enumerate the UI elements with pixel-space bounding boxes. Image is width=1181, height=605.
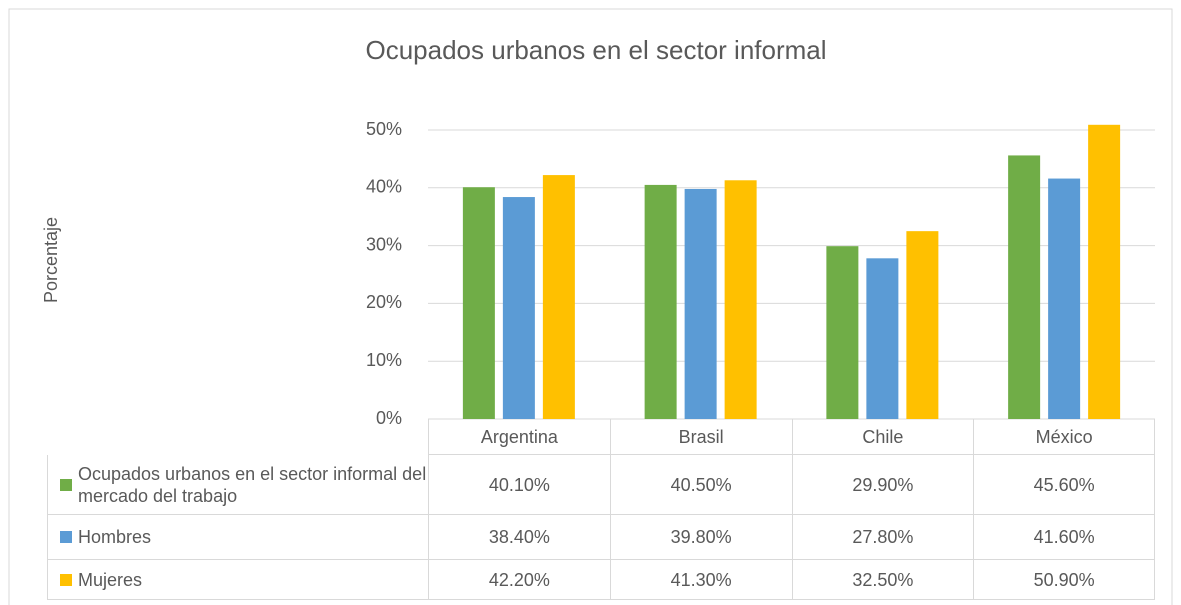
bar [502, 197, 535, 419]
category-cell-text: México [1035, 426, 1093, 447]
value-cell: 42.20% [428, 560, 610, 600]
bar [462, 187, 495, 419]
bar [542, 175, 575, 419]
bar [1088, 124, 1121, 419]
value-cell: 29.90% [791, 455, 974, 515]
y-tick-label: 10% [366, 350, 402, 370]
chart-title: Ocupados urbanos en el sector informal [365, 35, 826, 65]
bar [684, 188, 717, 419]
bar [906, 231, 939, 419]
value-cell: 50.90% [973, 560, 1155, 600]
value-cell: 41.30% [609, 560, 792, 600]
y-axis-label: Porcentaje [41, 217, 61, 303]
legend-label: Ocupados urbanos en el sector informal d… [78, 463, 427, 506]
bar [1008, 155, 1041, 419]
legend-label: Mujeres [78, 569, 143, 590]
bar [724, 180, 757, 419]
value-cell-text: 40.10% [488, 474, 550, 495]
value-cell: 45.60% [973, 455, 1155, 515]
category-cell: Brasil [609, 419, 792, 455]
category-cell: Chile [791, 419, 974, 455]
legend-cell: Hombres [47, 515, 428, 560]
bar [644, 184, 677, 419]
legend-label: Hombres [78, 527, 152, 547]
value-cell-text: 38.40% [488, 527, 550, 547]
legend-cell: Mujeres [47, 560, 428, 600]
value-cell-text: 41.60% [1033, 527, 1095, 547]
y-tick-label: 30% [366, 234, 402, 254]
y-tick-label: 20% [366, 292, 402, 312]
category-cell-text: Brasil [678, 426, 724, 447]
legend-swatch [60, 573, 72, 586]
category-cell-text: Argentina [480, 426, 558, 447]
value-cell-text: 29.90% [852, 474, 914, 495]
value-cell-text: 32.50% [852, 569, 914, 590]
value-cell: 41.60% [973, 515, 1155, 560]
bar [1048, 178, 1081, 419]
value-cell: 39.80% [609, 515, 792, 560]
legend-cell: Ocupados urbanos en el sector informal d… [47, 455, 428, 515]
value-cell-text: 39.80% [670, 527, 732, 547]
category-cell-text: Chile [862, 426, 904, 447]
bar [826, 246, 859, 419]
legend-swatch [60, 531, 72, 543]
value-cell: 32.50% [791, 560, 974, 600]
bar [866, 258, 899, 419]
category-cell: México [973, 419, 1155, 455]
value-cell-text: 45.60% [1033, 474, 1095, 495]
y-tick-label: 50% [366, 119, 402, 139]
value-cell-text: 27.80% [852, 527, 914, 547]
value-cell-text: 41.30% [670, 569, 732, 590]
category-cell: Argentina [428, 419, 610, 455]
y-tick-label: 40% [366, 177, 402, 197]
value-cell: 27.80% [791, 515, 974, 560]
chart-frame [8, 8, 1173, 605]
legend-swatch [60, 478, 72, 491]
value-cell-text: 42.20% [488, 569, 550, 590]
value-cell: 40.50% [609, 455, 792, 515]
y-tick-label: 0% [376, 408, 402, 428]
value-cell-text: 50.90% [1033, 569, 1095, 590]
value-cell: 40.10% [428, 455, 610, 515]
value-cell-text: 40.50% [670, 474, 732, 495]
value-cell: 38.40% [428, 515, 610, 560]
